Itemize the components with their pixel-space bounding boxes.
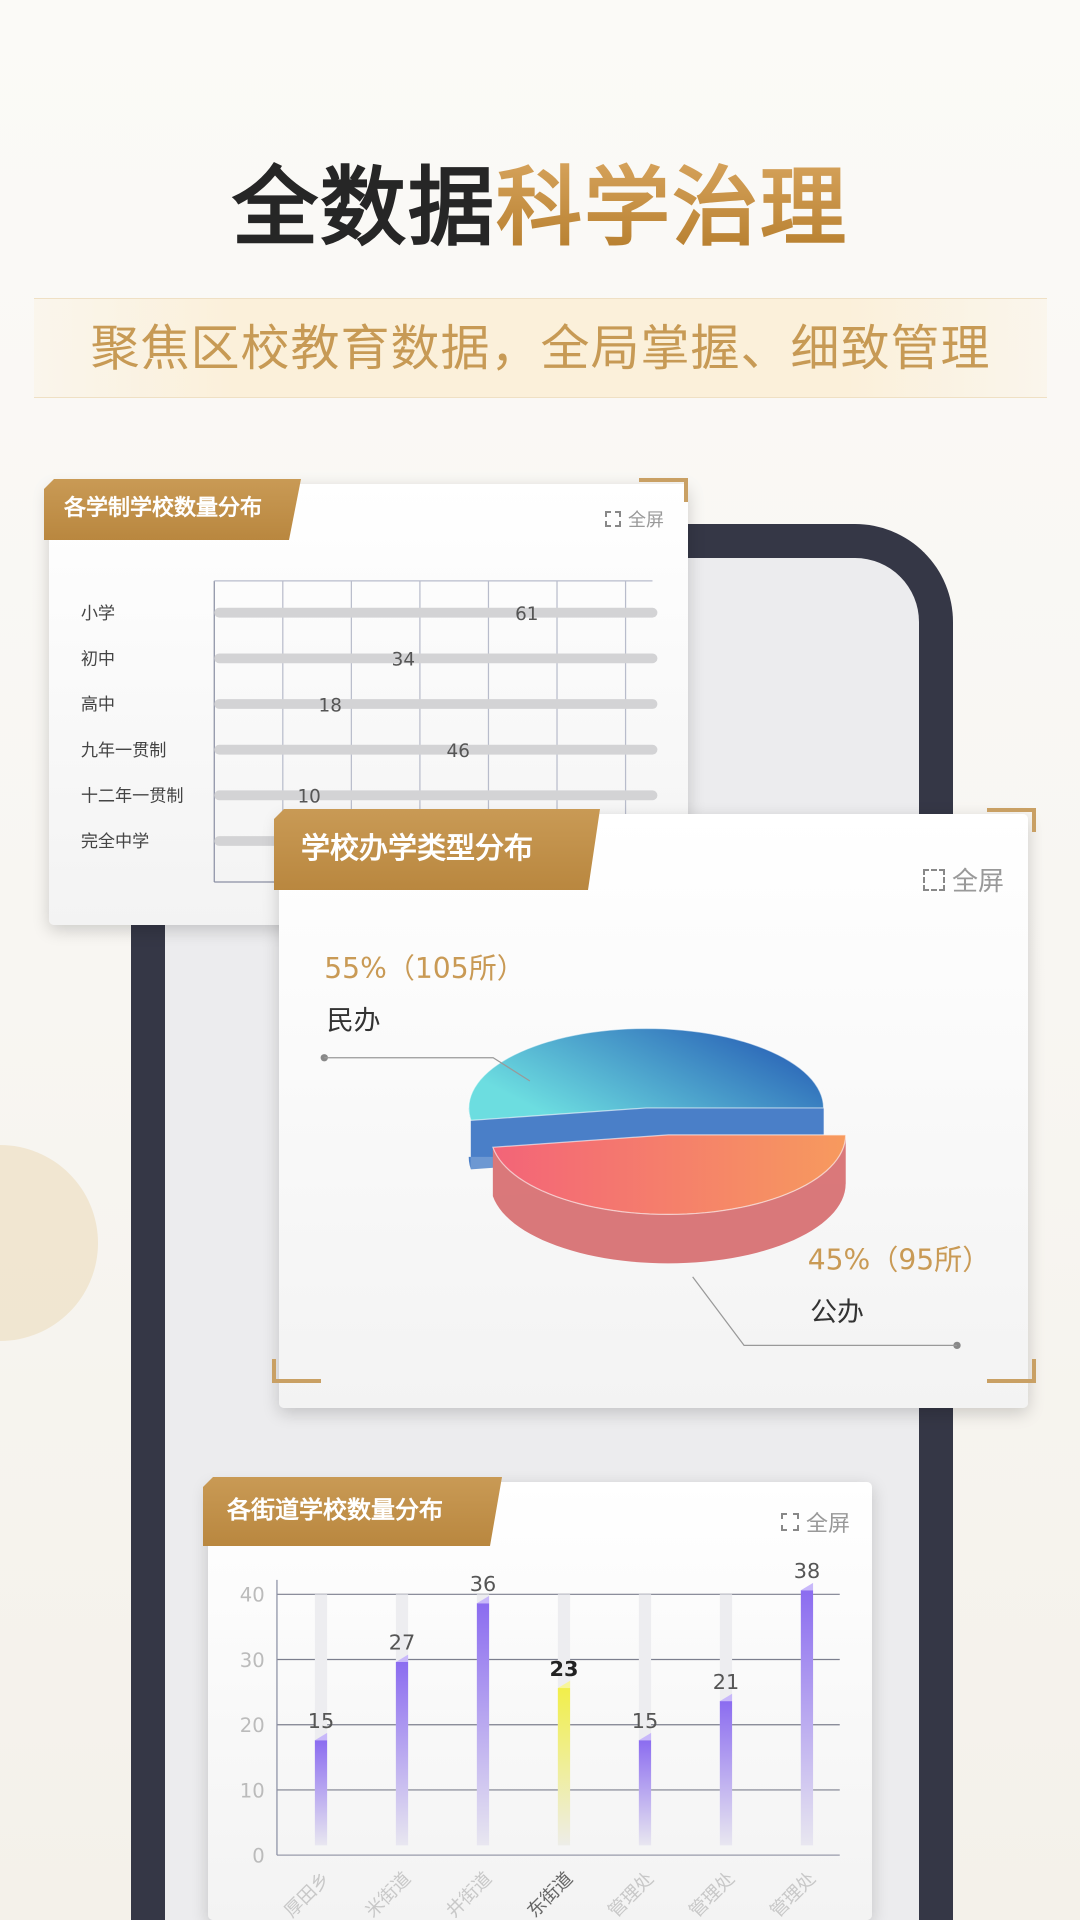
data-label: 27 <box>389 1631 415 1655</box>
fullscreen-button[interactable]: 全屏 <box>605 506 664 532</box>
category-label: 高中 <box>81 695 115 715</box>
y-tick-label: 10 <box>240 1779 265 1802</box>
x-tick-label: 东街道 <box>524 1868 578 1920</box>
x-tick-label: 米街道 <box>362 1868 416 1920</box>
corner-ornament <box>272 1359 321 1383</box>
x-tick-label: 管理处 <box>767 1868 821 1920</box>
expand-icon <box>922 868 945 891</box>
bar-cap <box>557 1680 571 1689</box>
slice-民办-top <box>468 1027 825 1122</box>
bar <box>638 1740 652 1846</box>
decorative-circle <box>0 1145 98 1341</box>
expand-icon <box>605 511 621 527</box>
y-tick-label: 40 <box>240 1584 265 1607</box>
category-label: 完全中学 <box>81 832 150 852</box>
expand-icon <box>780 1513 799 1531</box>
data-label: 36 <box>470 1572 496 1596</box>
data-label: 38 <box>794 1559 820 1583</box>
corner-ornament <box>987 808 1036 832</box>
bar-cap <box>719 1693 733 1702</box>
slice-percent-label: 55%（105所） <box>324 952 525 985</box>
card-title: 各学制学校数量分布 <box>44 479 301 540</box>
subtitle: 聚焦区校教育数据，全局掌握、细致管理 <box>34 298 1047 398</box>
vertical-bar-chart: 0 10 20 30 40 15 厚田乡 27 米街道 36 井街道 23 东街道 15 管理处 21 管理处 3… <box>240 1559 840 1920</box>
leader-line <box>324 1057 531 1082</box>
slice-公办-side <box>492 1134 846 1264</box>
category-label: 小学 <box>81 604 115 624</box>
y-tick-label: 20 <box>240 1714 265 1737</box>
data-label: 46 <box>447 741 470 762</box>
bar-cap <box>476 1595 490 1604</box>
card-title: 各街道学校数量分布 <box>203 1477 502 1546</box>
slice-percent-label: 45%（95所） <box>808 1243 991 1276</box>
category-label: 九年一贯制 <box>81 741 167 761</box>
data-label: 15 <box>308 1709 334 1733</box>
school-type-card: 学校办学类型分布 全屏 55%（105所） 民办 45%（95所） 公办 <box>279 814 1028 1408</box>
slice-公办-top <box>492 1134 847 1216</box>
page-title: 全数据科学治理 <box>232 158 848 258</box>
bar-cap <box>638 1732 652 1741</box>
data-label: 34 <box>392 650 415 671</box>
leader-line <box>692 1276 958 1346</box>
corner-ornament <box>639 478 688 502</box>
y-tick-label: 0 <box>252 1844 264 1867</box>
bar <box>314 1740 328 1846</box>
x-tick-label: 厚田乡 <box>281 1868 335 1920</box>
bar-cap <box>800 1582 814 1591</box>
corner-ornament <box>987 1359 1036 1383</box>
fullscreen-button[interactable]: 全屏 <box>780 1506 850 1538</box>
x-tick-label: 管理处 <box>605 1868 659 1920</box>
data-label: 18 <box>319 695 342 716</box>
data-label: 23 <box>550 1657 579 1681</box>
card-title: 学校办学类型分布 <box>274 809 600 890</box>
data-label: 61 <box>515 604 538 625</box>
bar <box>476 1603 490 1846</box>
slice-name-label: 公办 <box>810 1297 864 1328</box>
pie-chart: 55%（105所） 民办 45%（95所） 公办 <box>320 952 991 1350</box>
bar <box>800 1590 814 1846</box>
x-tick-label: 井街道 <box>443 1868 497 1920</box>
horizontal-bar-chart: 小学 61 初中 34 高中 18 九年一贯制 46 十二年一贯制 10 完全中学 <box>81 580 658 883</box>
data-label: 10 <box>298 787 321 808</box>
bar <box>395 1661 409 1846</box>
bar <box>719 1701 733 1846</box>
data-label: 15 <box>632 1709 658 1733</box>
slice-name-label: 民办 <box>327 1006 381 1037</box>
bar-cap <box>314 1732 328 1741</box>
category-label: 十二年一贯制 <box>81 786 184 806</box>
x-tick-label: 管理处 <box>686 1868 740 1920</box>
y-tick-label: 30 <box>240 1649 265 1672</box>
data-label: 21 <box>713 1670 739 1694</box>
fullscreen-button[interactable]: 全屏 <box>922 861 1004 898</box>
bar <box>557 1688 571 1846</box>
category-label: 初中 <box>81 649 115 669</box>
street-card: 各街道学校数量分布 全屏 0 10 20 30 40 15 厚田乡 27 米街道 36 井街道 23 东… <box>208 1482 872 1920</box>
